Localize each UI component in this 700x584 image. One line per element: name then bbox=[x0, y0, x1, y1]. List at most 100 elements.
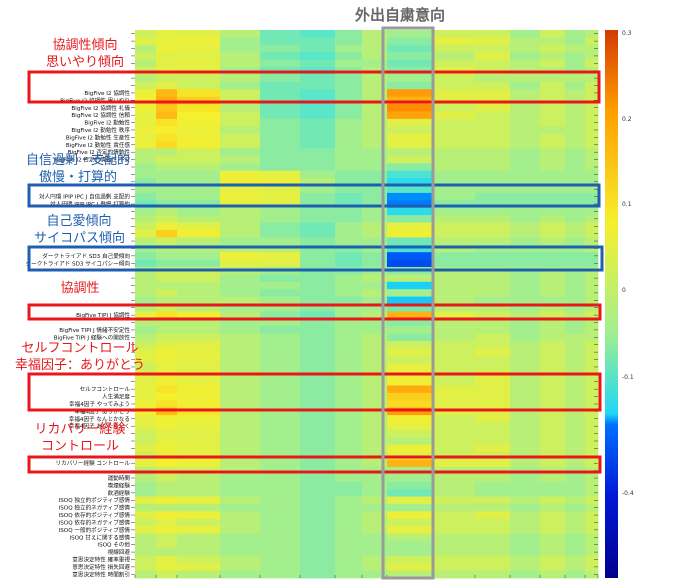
heatmap-cell bbox=[335, 170, 363, 179]
heatmap-cell bbox=[300, 178, 336, 186]
heatmap-cell bbox=[135, 185, 157, 194]
heatmap-cell bbox=[300, 511, 336, 520]
heatmap-cell bbox=[362, 444, 388, 453]
heatmap-cell bbox=[433, 348, 476, 357]
heatmap-cell bbox=[387, 148, 434, 157]
heatmap-cell bbox=[362, 207, 388, 216]
heatmap-cell bbox=[362, 237, 388, 246]
heatmap-cell bbox=[585, 496, 599, 505]
row-label: 飲酒経験 bbox=[108, 489, 131, 497]
heatmap-cell bbox=[585, 59, 599, 68]
row-label: セルフコントロール bbox=[80, 386, 131, 393]
heatmap-cell bbox=[335, 296, 363, 305]
heatmap-cell bbox=[156, 355, 178, 364]
heatmap-cell bbox=[135, 133, 157, 142]
heatmap-cell bbox=[300, 400, 336, 409]
heatmap-cell bbox=[300, 274, 336, 283]
heatmap-cell bbox=[510, 437, 541, 446]
heatmap-cell bbox=[565, 304, 586, 312]
highlight-box-blue bbox=[27, 245, 604, 272]
heatmap-cell bbox=[156, 289, 178, 297]
heatmap-cell bbox=[300, 126, 336, 135]
heatmap-cell bbox=[135, 437, 157, 446]
heatmap-cell bbox=[510, 511, 541, 520]
heatmap-cell bbox=[475, 207, 511, 216]
heatmap-cell bbox=[510, 341, 541, 349]
heatmap-cell bbox=[220, 170, 261, 179]
heatmap-cell bbox=[335, 378, 363, 386]
heatmap-cell bbox=[300, 333, 336, 342]
heatmap-cell bbox=[565, 555, 586, 564]
heatmap-cell bbox=[260, 37, 301, 46]
heatmap-cell bbox=[177, 555, 221, 564]
heatmap-cell bbox=[433, 237, 476, 246]
heatmap-cell bbox=[510, 289, 541, 297]
heatmap-cell bbox=[300, 104, 336, 112]
heatmap-cell bbox=[433, 89, 476, 98]
heatmap-cell bbox=[475, 363, 511, 372]
heatmap-cell bbox=[433, 400, 476, 409]
heatmap-cell bbox=[475, 237, 511, 246]
heatmap-cell bbox=[156, 192, 178, 201]
heatmap-cell bbox=[362, 378, 388, 386]
heatmap-cell bbox=[335, 30, 363, 38]
heatmap-cell bbox=[585, 540, 599, 549]
heatmap-cell bbox=[156, 341, 178, 349]
heatmap-cell bbox=[335, 215, 363, 223]
heatmap-cell bbox=[362, 304, 388, 312]
heatmap-cell bbox=[156, 429, 178, 438]
heatmap-cell bbox=[177, 348, 221, 357]
heatmap-cell bbox=[362, 326, 388, 335]
heatmap-cell bbox=[475, 511, 511, 520]
heatmap-cell bbox=[565, 200, 586, 209]
heatmap-cell bbox=[156, 570, 178, 579]
heatmap-cell bbox=[540, 118, 566, 127]
heatmap-cell bbox=[220, 74, 261, 83]
heatmap-cell bbox=[362, 459, 388, 468]
row-label: ダークトライアド SD3 自己愛傾向 bbox=[42, 252, 130, 260]
heatmap-cell bbox=[135, 52, 157, 61]
row-label: 意思決定特性 時間割引 bbox=[72, 570, 130, 578]
heatmap-cell bbox=[300, 444, 336, 453]
heatmap-cell bbox=[585, 385, 599, 394]
row-label: 意思決定特性 確率重視 bbox=[72, 555, 130, 563]
heatmap-cell bbox=[260, 489, 301, 497]
heatmap-cell bbox=[362, 81, 388, 90]
heatmap-cell bbox=[565, 429, 586, 438]
heatmap-cell bbox=[220, 392, 261, 401]
heatmap-cell bbox=[585, 30, 599, 38]
heatmap-cell bbox=[510, 155, 541, 164]
heatmap-cell bbox=[177, 407, 221, 416]
heatmap-cell bbox=[335, 348, 363, 357]
heatmap-cell bbox=[260, 422, 301, 431]
heatmap-cell bbox=[585, 333, 599, 342]
heatmap-cell bbox=[362, 348, 388, 357]
heatmap-cell bbox=[540, 185, 566, 194]
heatmap-cell bbox=[362, 44, 388, 53]
heatmap-cell bbox=[510, 81, 541, 90]
heatmap-cell bbox=[585, 170, 599, 179]
row-label: BigFive I2 勤勉性 bbox=[84, 119, 130, 127]
heatmap-cell bbox=[433, 333, 476, 342]
heatmap-cell bbox=[565, 518, 586, 527]
heatmap-cell bbox=[300, 229, 336, 238]
heatmap-cell bbox=[135, 178, 157, 186]
heatmap-cell bbox=[156, 148, 178, 157]
heatmap-cell bbox=[540, 318, 566, 327]
heatmap-cell bbox=[335, 311, 363, 320]
heatmap-cell bbox=[135, 89, 157, 98]
heatmap-cell bbox=[135, 170, 157, 179]
heatmap-cell bbox=[220, 281, 261, 290]
heatmap-cell bbox=[475, 252, 511, 260]
heatmap-cell bbox=[475, 281, 511, 290]
heatmap-cell bbox=[475, 133, 511, 142]
heatmap-cell bbox=[177, 422, 221, 431]
heatmap-cell bbox=[335, 81, 363, 90]
heatmap-cell bbox=[475, 296, 511, 305]
heatmap-cell bbox=[510, 540, 541, 549]
heatmap-cell bbox=[177, 378, 221, 386]
heatmap-cell bbox=[585, 52, 599, 61]
heatmap-cell bbox=[260, 511, 301, 520]
heatmap-cell bbox=[335, 155, 363, 164]
heatmap-cell bbox=[362, 311, 388, 320]
